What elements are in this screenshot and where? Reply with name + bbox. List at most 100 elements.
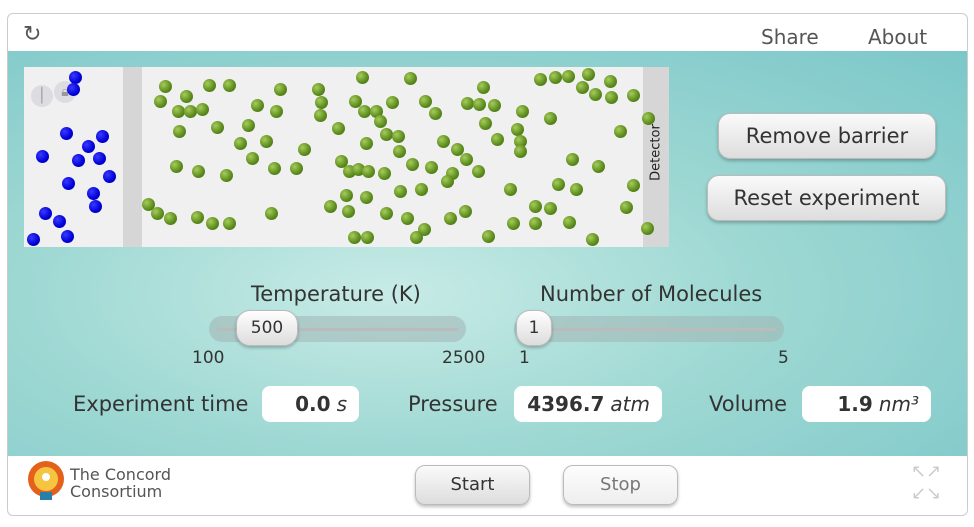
- green-molecule[interactable]: [298, 143, 311, 156]
- green-molecule[interactable]: [378, 167, 391, 180]
- green-molecule[interactable]: [529, 217, 542, 230]
- green-molecule[interactable]: [274, 83, 287, 96]
- green-molecule[interactable]: [437, 135, 450, 148]
- green-molecule[interactable]: [335, 155, 348, 168]
- green-molecule[interactable]: [380, 128, 393, 141]
- blue-molecule[interactable]: [53, 215, 66, 228]
- blue-molecule[interactable]: [61, 230, 74, 243]
- green-molecule[interactable]: [642, 112, 655, 125]
- green-molecule[interactable]: [265, 207, 278, 220]
- green-molecule[interactable]: [504, 183, 517, 196]
- green-molecule[interactable]: [172, 105, 185, 118]
- green-molecule[interactable]: [544, 112, 557, 125]
- green-molecule[interactable]: [349, 95, 362, 108]
- blue-molecule[interactable]: [36, 150, 49, 163]
- green-molecule[interactable]: [220, 169, 233, 182]
- molecules-slider-handle[interactable]: 1: [516, 310, 552, 346]
- green-molecule[interactable]: [425, 161, 438, 174]
- green-molecule[interactable]: [473, 98, 486, 111]
- blue-molecule[interactable]: [72, 154, 85, 167]
- green-molecule[interactable]: [268, 162, 281, 175]
- green-molecule[interactable]: [374, 115, 387, 128]
- green-molecule[interactable]: [223, 79, 236, 92]
- green-molecule[interactable]: [627, 89, 640, 102]
- green-molecule[interactable]: [180, 90, 193, 103]
- green-molecule[interactable]: [415, 183, 428, 196]
- stop-button[interactable]: Stop: [563, 465, 678, 505]
- green-molecule[interactable]: [562, 70, 575, 83]
- green-molecule[interactable]: [491, 133, 504, 146]
- green-molecule[interactable]: [477, 81, 490, 94]
- green-molecule[interactable]: [203, 79, 216, 92]
- blue-molecule[interactable]: [39, 207, 52, 220]
- green-molecule[interactable]: [641, 222, 654, 235]
- blue-molecule[interactable]: [27, 233, 40, 246]
- green-molecule[interactable]: [482, 230, 495, 243]
- green-molecule[interactable]: [563, 216, 576, 229]
- green-molecule[interactable]: [459, 205, 472, 218]
- green-molecule[interactable]: [516, 105, 529, 118]
- green-molecule[interactable]: [529, 200, 542, 213]
- about-link[interactable]: About: [868, 25, 928, 49]
- green-molecule[interactable]: [246, 152, 259, 165]
- concord-logo[interactable]: The Concord Consortium: [24, 459, 194, 509]
- green-molecule[interactable]: [460, 153, 473, 166]
- green-molecule[interactable]: [342, 205, 355, 218]
- reload-icon[interactable]: ↻: [23, 22, 42, 47]
- green-molecule[interactable]: [566, 153, 579, 166]
- green-molecule[interactable]: [332, 122, 345, 135]
- fullscreen-icon[interactable]: ↖↗ ↙↘: [911, 461, 942, 504]
- green-molecule[interactable]: [242, 119, 255, 132]
- green-molecule[interactable]: [170, 160, 183, 173]
- blue-molecule[interactable]: [67, 83, 80, 96]
- green-molecule[interactable]: [444, 212, 457, 225]
- green-molecule[interactable]: [380, 207, 393, 220]
- green-molecule[interactable]: [154, 95, 167, 108]
- green-molecule[interactable]: [586, 233, 599, 246]
- green-molecule[interactable]: [582, 68, 595, 81]
- remove-barrier-button[interactable]: Remove barrier: [718, 113, 936, 159]
- green-molecule[interactable]: [410, 231, 423, 244]
- temperature-slider-handle[interactable]: 500: [236, 310, 298, 346]
- green-molecule[interactable]: [142, 198, 155, 211]
- thermometer-icon[interactable]: │: [31, 85, 53, 107]
- green-molecule[interactable]: [589, 88, 602, 101]
- green-molecule[interactable]: [192, 165, 205, 178]
- temperature-slider[interactable]: 500: [209, 310, 466, 346]
- green-molecule[interactable]: [348, 231, 361, 244]
- green-molecule[interactable]: [514, 135, 527, 148]
- green-molecule[interactable]: [406, 158, 419, 171]
- green-molecule[interactable]: [544, 202, 557, 215]
- green-molecule[interactable]: [488, 99, 501, 112]
- green-molecule[interactable]: [552, 178, 565, 191]
- green-molecule[interactable]: [159, 80, 172, 93]
- green-molecule[interactable]: [604, 75, 617, 88]
- green-molecule[interactable]: [472, 165, 485, 178]
- green-molecule[interactable]: [290, 162, 303, 175]
- green-molecule[interactable]: [191, 211, 204, 224]
- start-button[interactable]: Start: [415, 465, 530, 505]
- green-molecule[interactable]: [314, 109, 327, 122]
- green-molecule[interactable]: [392, 130, 405, 143]
- green-molecule[interactable]: [260, 135, 273, 148]
- green-molecule[interactable]: [164, 212, 177, 225]
- green-molecule[interactable]: [576, 81, 589, 94]
- green-molecule[interactable]: [393, 145, 406, 158]
- green-molecule[interactable]: [461, 97, 474, 110]
- blue-molecule[interactable]: [103, 170, 116, 183]
- green-molecule[interactable]: [549, 71, 562, 84]
- green-molecule[interactable]: [315, 96, 328, 109]
- green-molecule[interactable]: [605, 91, 618, 104]
- green-molecule[interactable]: [401, 212, 414, 225]
- green-molecule[interactable]: [479, 117, 492, 130]
- green-molecule[interactable]: [361, 231, 374, 244]
- blue-molecule[interactable]: [93, 152, 106, 165]
- green-molecule[interactable]: [620, 201, 633, 214]
- green-molecule[interactable]: [386, 96, 399, 109]
- green-molecule[interactable]: [570, 183, 583, 196]
- green-molecule[interactable]: [356, 71, 369, 84]
- green-molecule[interactable]: [592, 160, 605, 173]
- green-molecule[interactable]: [441, 175, 454, 188]
- green-molecule[interactable]: [196, 103, 209, 116]
- green-molecule[interactable]: [614, 125, 627, 138]
